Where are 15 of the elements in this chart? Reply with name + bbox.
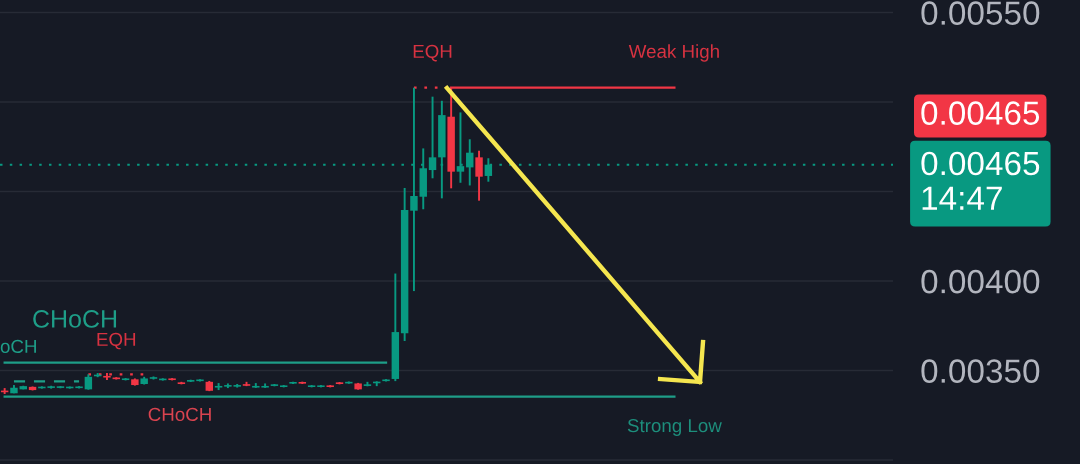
y-tick-label: 0.00400 (921, 269, 1040, 294)
annotation: oCH (0, 339, 36, 354)
text: 0.00465 (921, 101, 1040, 125)
annotation: CHoCH (33, 310, 117, 328)
ref-line-label: 0.00465 14:47 (921, 151, 1040, 210)
y-tick-label: 0.00550 (921, 1, 1040, 25)
candlestick (428, 95, 437, 180)
series-label: Weak High (628, 44, 719, 62)
annotation: CHoCH (148, 407, 211, 422)
series-label: Strong Low (627, 419, 722, 436)
series-label: EQH (97, 332, 136, 350)
candlestick (475, 149, 483, 202)
y-tick-label: 0.00350 (921, 359, 1040, 383)
candlestick (466, 138, 474, 187)
series-label: EQH (413, 44, 452, 62)
